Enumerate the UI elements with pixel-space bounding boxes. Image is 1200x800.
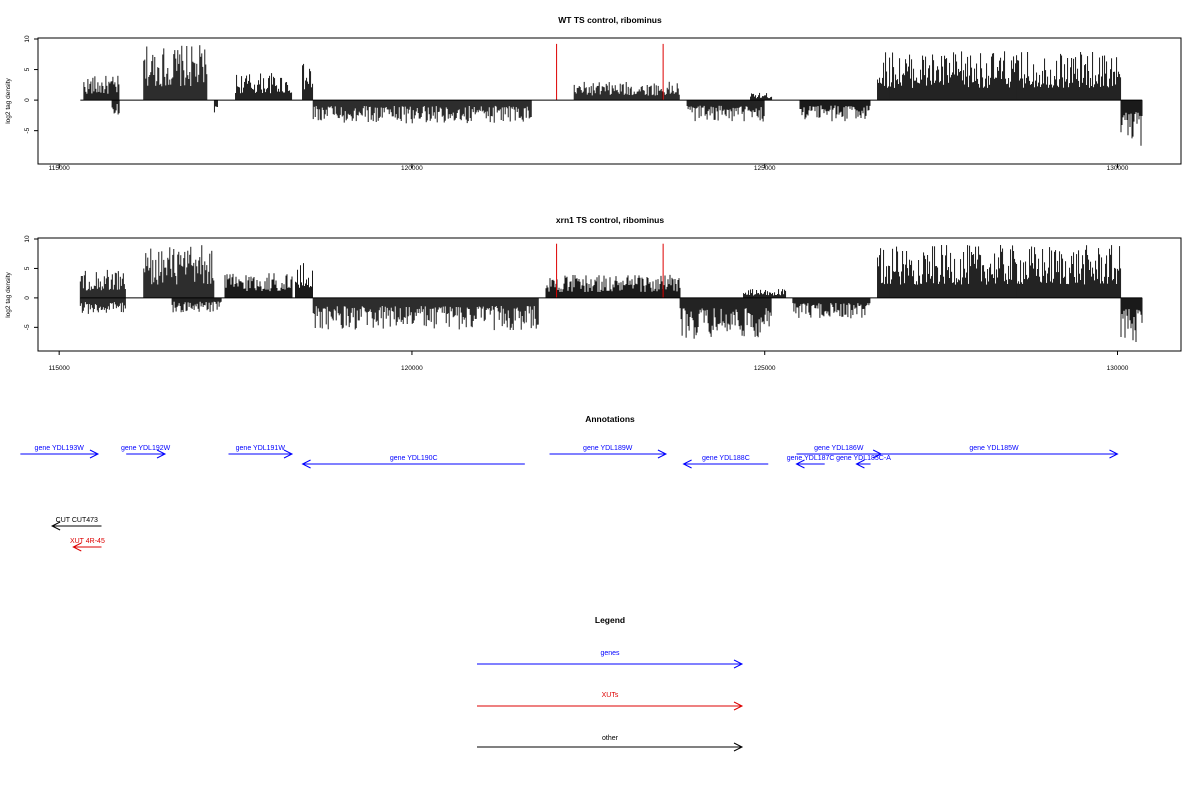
plot-frame [37,37,1182,165]
y-tick-label: 0 [24,98,31,102]
legend-item-xuts: XUTs [477,692,744,711]
annotations-title: Annotations [585,414,635,424]
arrow-right-icon [283,449,294,459]
x-tick-label: 115000 [49,165,71,172]
arrow-right-icon [156,449,167,459]
y-tick-label: 10 [24,35,31,43]
y-axis-label: log2 tag density [5,271,12,317]
coverage-bars [83,45,1143,146]
annotation-feature: gene YDL191W [228,445,294,459]
panel-title: xrn1 TS control, ribominus [556,215,664,225]
x-tick-label: 125000 [754,165,776,172]
y-tick-label: 5 [24,67,31,71]
annotation-feature: gene YDL189W [549,445,668,459]
y-tick-label: 0 [24,296,31,300]
legend-item-genes: genes [477,650,744,669]
arrow-left-icon [855,459,865,469]
feature-label: gene YDL185C-A [836,455,891,462]
feature-label: gene YDL193W [35,445,85,452]
red-markers [556,43,664,101]
annotation-feature: gene YDL192W [121,445,171,459]
x-tick-label: 120000 [401,165,423,172]
arrow-left-icon [50,521,61,531]
annotations-track: Annotations gene YDL193W gene YDL192W gene… [20,414,1119,552]
arrow-left-icon [795,459,805,469]
legend-title: Legend [595,615,625,625]
y-tick-label: 5 [24,266,31,270]
annotation-feature: gene YDL185C-A [836,455,891,469]
legend-label: other [602,735,619,742]
feature-label: gene YDL187C [787,455,835,462]
feature-label: CUT CUT473 [56,517,98,524]
y-tick-label: 10 [24,235,31,243]
feature-label: gene YDL186W [814,445,864,452]
arrow-left-icon [301,459,311,469]
annotation-feature: XUT 4R-45 [70,538,105,552]
legend-label: genes [600,650,620,657]
feature-label: gene YDL190C [390,455,438,462]
annotation-feature: gene YDL185W [870,445,1119,459]
arrow-right-icon [657,449,668,459]
x-tick-label: 115000 [49,365,71,372]
annotation-items: gene YDL193W gene YDL192W gene YDL191W gene… [20,445,1119,552]
y-axis: -5 0 5 10 [24,235,38,330]
arrow-right-icon [733,659,744,669]
wt-coverage-panel: WT TS control, ribominus log2 tag densit… [5,15,1182,172]
red-markers [556,243,664,298]
panel-title: WT TS control, ribominus [558,15,662,25]
annotation-feature: gene YDL190C [301,455,525,469]
x-axis: 115000 120000 125000 130000 [49,351,1129,372]
feature-label: gene YDL192W [121,445,171,452]
annotation-feature: CUT CUT473 [50,517,102,531]
xrn1-coverage-panel: xrn1 TS control, ribominus log2 tag dens… [5,215,1182,372]
annotation-feature: gene YDL188C [682,455,769,469]
legend-label: XUTs [602,692,619,699]
x-tick-label: 130000 [1107,365,1129,372]
feature-label: gene YDL185W [969,445,1019,452]
legend: Legend genes XUTs other [477,615,744,752]
y-tick-label: -5 [24,127,31,133]
arrow-right-icon [733,742,744,752]
x-axis: 115000 120000 125000 130000 [49,164,1129,172]
arrow-right-icon [1109,449,1119,459]
arrow-right-icon [733,701,744,711]
y-axis-label: log2 tag density [5,77,12,123]
annotation-feature: gene YDL187C [787,455,835,469]
legend-item-other: other [477,735,744,752]
feature-label: XUT 4R-45 [70,538,105,545]
x-tick-label: 120000 [401,365,423,372]
x-tick-label: 125000 [754,365,776,372]
feature-label: gene YDL189W [583,445,633,452]
y-tick-label: -5 [24,324,31,330]
x-tick-label: 130000 [1107,165,1129,172]
plot-frame [37,237,1182,352]
annotation-feature: gene YDL193W [20,445,100,459]
arrow-left-icon [72,542,82,552]
arrow-right-icon [89,449,100,459]
arrow-left-icon [682,459,692,469]
feature-label: gene YDL191W [236,445,286,452]
feature-label: gene YDL188C [702,455,750,462]
coverage-bars [79,245,1143,342]
y-axis: -5 0 5 10 [24,35,38,134]
